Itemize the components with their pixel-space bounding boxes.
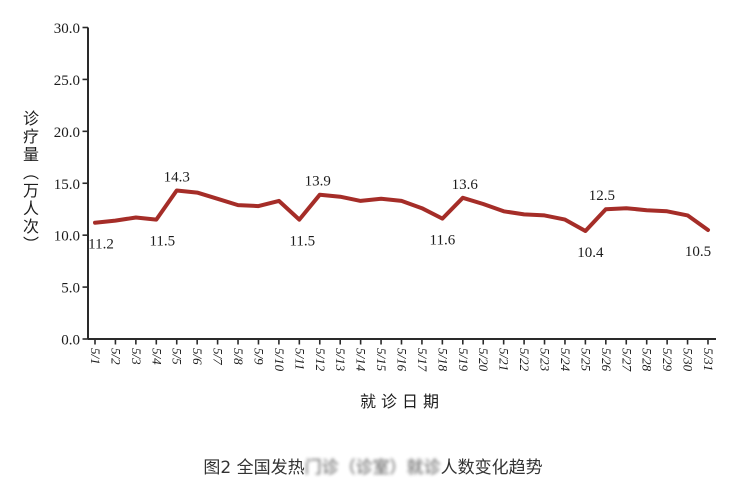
x-tick-label: 5/4 — [149, 348, 164, 365]
data-point-label: 13.6 — [452, 177, 479, 193]
x-tick-label: 5/29 — [660, 348, 675, 372]
x-tick-label: 5/18 — [435, 348, 450, 372]
data-point-label: 10.5 — [685, 244, 711, 260]
x-tick-label: 5/20 — [476, 348, 491, 372]
trend-line — [93, 188, 710, 233]
data-point-label: 11.5 — [289, 234, 315, 250]
data-point-label: 14.3 — [164, 170, 190, 186]
y-tick-label: 30.0 — [54, 21, 80, 37]
x-tick-label: 5/22 — [517, 348, 532, 372]
x-tick-label: 5/28 — [640, 348, 655, 372]
figure-caption-suffix: 人数变化趋势 — [440, 458, 543, 478]
y-tick-label: 20.0 — [54, 125, 80, 141]
x-tick-label: 5/19 — [456, 348, 471, 372]
x-tick-label: 5/7 — [211, 348, 226, 365]
x-tick-label: 5/16 — [394, 348, 409, 372]
x-tick-label: 5/12 — [313, 348, 328, 372]
x-tick-label: 5/9 — [251, 348, 266, 365]
x-tick-label: 5/3 — [129, 348, 144, 365]
x-tick-label: 5/5 — [170, 348, 185, 365]
data-point-label: 11.5 — [149, 234, 175, 250]
data-point-label: 10.4 — [577, 245, 604, 261]
data-point-label: 13.9 — [305, 174, 331, 190]
x-tick-label: 5/21 — [497, 348, 512, 371]
x-tick-label: 5/25 — [578, 348, 593, 372]
x-tick-label: 5/1 — [88, 348, 103, 365]
x-tick-label: 5/27 — [619, 348, 634, 372]
x-axis-title: 就诊日期 — [359, 394, 444, 411]
x-tick-label: 5/15 — [374, 348, 389, 372]
x-tick-label: 5/31 — [701, 348, 716, 371]
data-point-label: 12.5 — [589, 188, 615, 204]
figure-caption-prefix: 图2 全国发热 — [203, 458, 305, 478]
x-tick-label: 5/8 — [231, 348, 246, 365]
x-tick-label: 5/26 — [599, 348, 614, 372]
y-tick-label: 5.0 — [61, 281, 80, 297]
y-tick-label: 0.0 — [61, 333, 80, 349]
x-tick-label: 5/11 — [292, 348, 307, 370]
x-tick-label: 5/6 — [190, 348, 205, 365]
x-tick-label: 5/10 — [272, 348, 287, 372]
x-tick-label: 5/23 — [538, 348, 553, 372]
x-tick-label: 5/17 — [415, 348, 430, 372]
figure-caption: 图2 全国发热门诊（诊室）就诊人数变化趋势 — [0, 453, 746, 478]
y-tick-label: 25.0 — [54, 73, 80, 89]
y-tick-label: 15.0 — [54, 177, 80, 193]
line-chart-plot-area: 0.0 5.0 10.0 15.0 20.0 25.0 30.0 5/1 5/2 5/3 5/4 5/… — [54, 21, 716, 372]
x-tick-label: 5/13 — [333, 348, 348, 372]
data-point-label: 11.6 — [430, 233, 456, 249]
x-tick-label: 5/14 — [354, 348, 369, 372]
x-tick-label: 5/24 — [558, 348, 573, 372]
x-tick-label: 5/30 — [681, 348, 696, 372]
x-tick-label: 5/2 — [108, 348, 123, 365]
y-tick-label: 10.0 — [54, 229, 80, 245]
figure-caption-blurred-part: 门诊（诊室）就诊 — [304, 458, 441, 478]
data-point-label: 11.2 — [88, 237, 114, 253]
y-axis-title: 诊疗量（万人次） — [20, 110, 37, 254]
